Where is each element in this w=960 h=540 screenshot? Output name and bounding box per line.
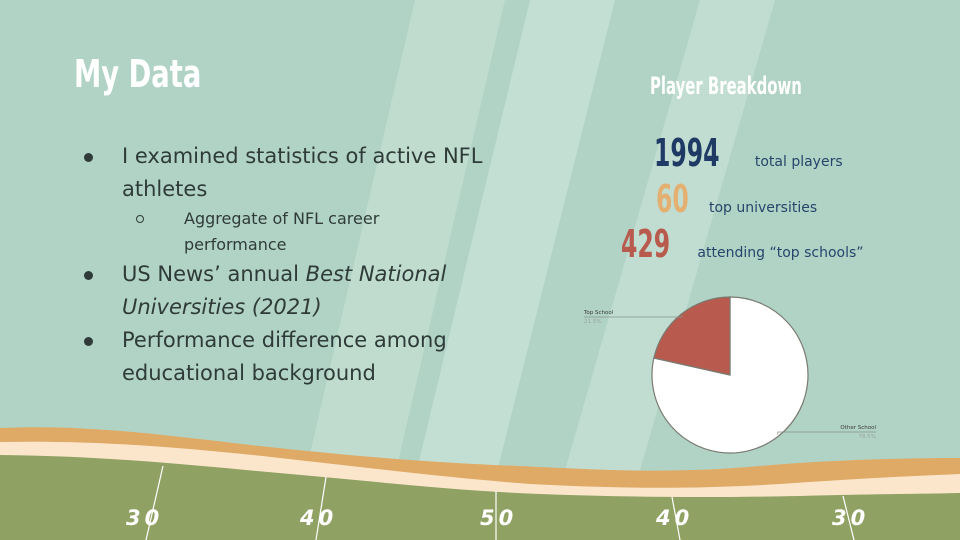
yard-number: 30 [126,506,164,530]
sub-bullet-list: Aggregate of NFL career performance [122,206,484,258]
yard-number: 50 [480,506,518,530]
yard-line [671,496,681,540]
background-stripe [290,0,505,540]
bullet-text: I examined statistics of active NFL athl… [122,144,483,201]
stat-top-universities: 60 top universities [656,177,817,221]
stat-label: top universities [708,200,818,216]
yard-line [315,476,327,540]
pie-slice-top-school [653,296,731,376]
background-stripe [400,0,615,540]
pie-slice-label: Other School [840,425,876,431]
pie-leader-line [584,315,683,318]
pie-slice-label: Top School [583,310,614,316]
sub-bullet-item: Aggregate of NFL career performance [136,206,484,258]
stat-value: 429 [621,222,671,266]
pie-leader-line [777,431,876,435]
breakdown-title: Player Breakdown [650,72,802,100]
field [0,455,960,540]
bullet-italic-text: Best National Universities (2021) [122,262,447,319]
pie-slice-percent-label: 78.5% [859,434,876,440]
stat-value: 1994 [654,131,720,175]
stat-label: attending “top schools” [697,245,864,261]
stat-label: total players [754,154,843,170]
bullet-item: Performance difference among educational… [84,324,484,390]
bullet-text: Performance difference among educational… [122,328,447,385]
bullet-item: I examined statistics of active NFL athl… [84,140,484,258]
bullet-item: US News’ annual Best National Universiti… [84,258,484,324]
slide-title: My Data [74,52,202,96]
background-stripe [545,0,775,540]
yard-number: 40 [300,506,338,530]
pie-chart: Top School 21.5% Other School 78.5% [583,296,876,454]
bullet-list: I examined statistics of active NFL athl… [84,140,484,390]
pie-slice-percent-label: 21.5% [584,319,601,325]
stat-total-players: 1994 total players [654,131,843,175]
bullet-text: US News’ annual [122,262,306,286]
yard-number: 30 [832,506,870,530]
yard-line [145,465,164,540]
yard-number: 40 [656,506,694,530]
stat-top-school-attendees: 429 attending “top schools” [621,222,864,266]
yard-line [842,495,855,540]
stat-value: 60 [656,177,689,221]
